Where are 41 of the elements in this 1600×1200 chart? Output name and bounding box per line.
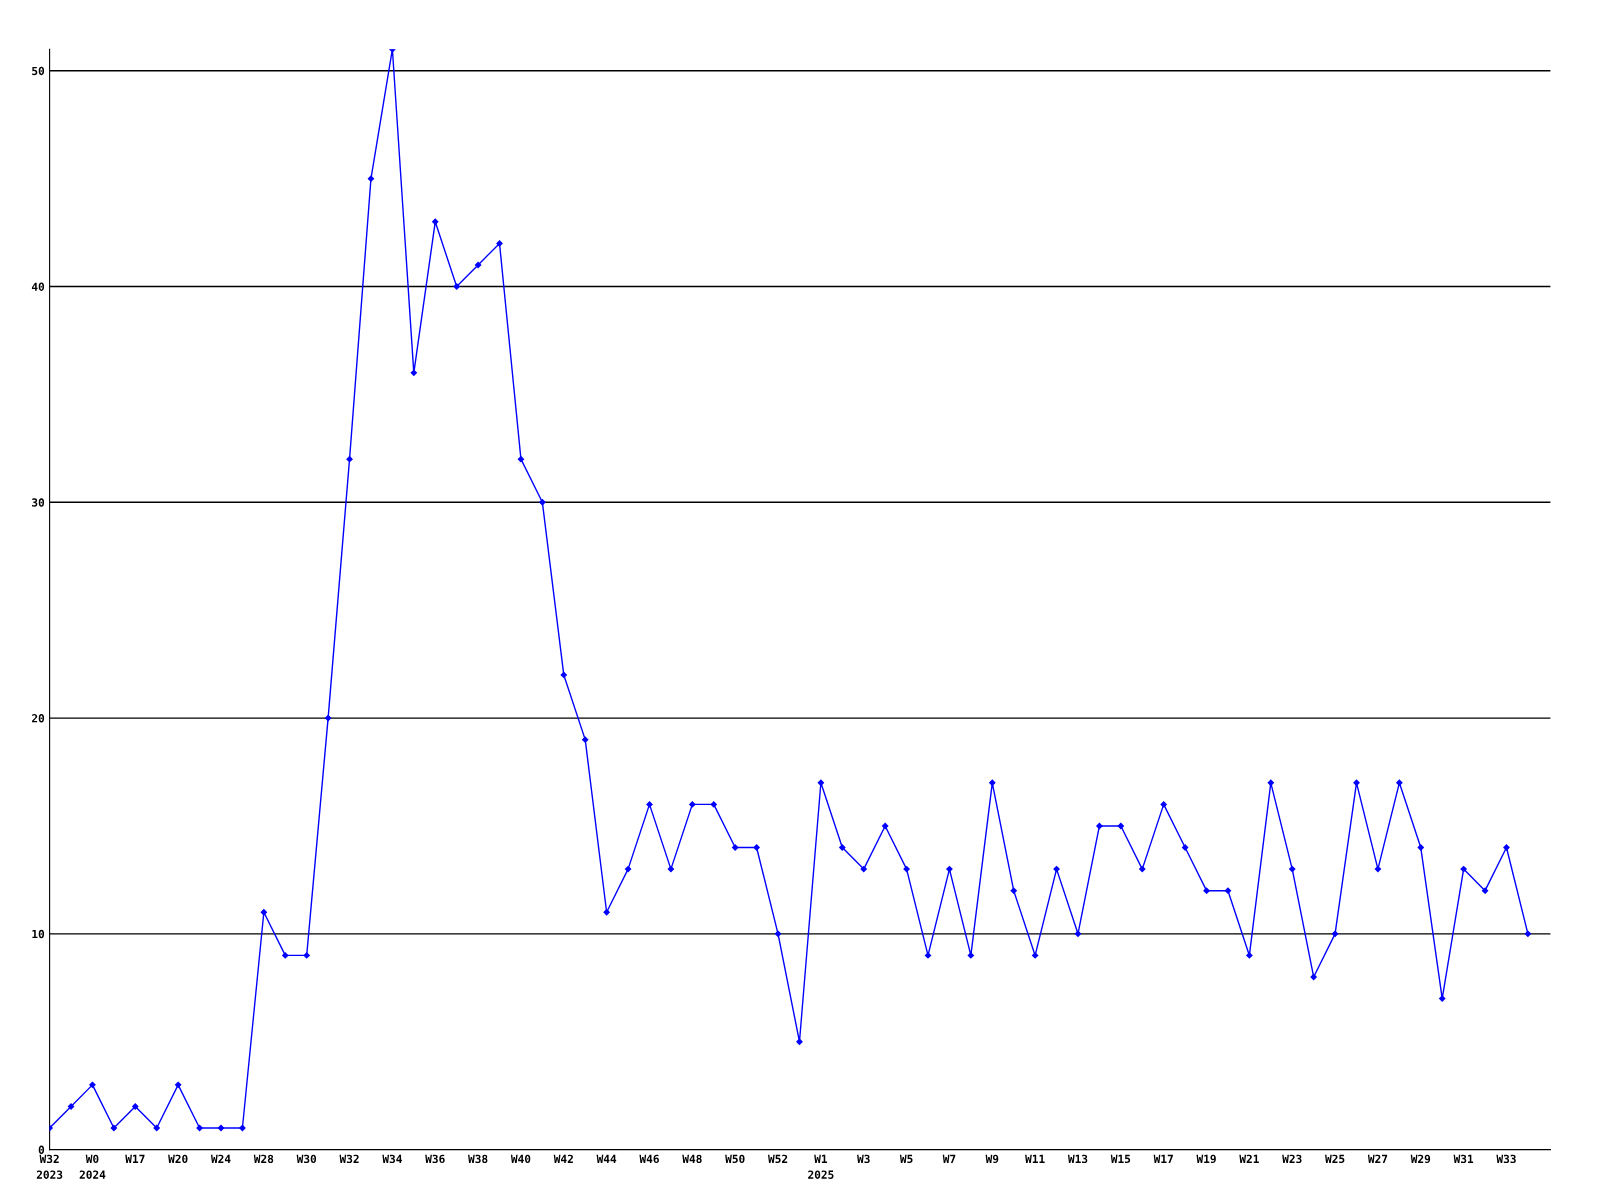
x-tick-label: W34	[382, 1154, 402, 1164]
x-tick-label: W23	[1282, 1154, 1302, 1164]
x-tick-label: W40	[510, 1154, 531, 1164]
x-tick-label: W52	[768, 1154, 788, 1164]
x-tick-label: W9	[985, 1154, 999, 1164]
x-tick-label: W21	[1239, 1154, 1259, 1163]
x-tick-label: W1 2025	[808, 1154, 834, 1179]
x-tick-label: W5	[899, 1154, 913, 1164]
x-tick-label: W28	[253, 1154, 274, 1164]
x-tick-label: W0 2024	[79, 1154, 106, 1179]
x-tick-label: W29	[1410, 1154, 1431, 1164]
y-tick-label: 40	[31, 282, 45, 291]
x-tick-label: W42	[553, 1154, 573, 1163]
x-tick-label: W30	[296, 1154, 317, 1164]
x-tick-label: W15	[1110, 1154, 1131, 1164]
x-tick-label: W32 2023	[36, 1154, 63, 1179]
x-tick-label: W32	[339, 1154, 359, 1164]
x-tick-label: W36	[425, 1154, 445, 1164]
x-tick-label: W31	[1453, 1154, 1474, 1164]
x-tick-label: W7	[942, 1154, 956, 1163]
x-tick-label: W48	[682, 1154, 702, 1164]
y-tick-label: 30	[32, 498, 45, 507]
y-tick-label: 0	[38, 1145, 45, 1154]
x-tick-label: W50	[725, 1154, 745, 1164]
y-tick-label: 20	[31, 714, 45, 723]
x-tick-label: W17	[125, 1154, 145, 1163]
x-tick-label: W44	[596, 1154, 617, 1163]
x-tick-label: W20	[168, 1154, 188, 1164]
x-tick-label: W13	[1067, 1154, 1088, 1164]
x-tick-label: W33	[1496, 1154, 1516, 1164]
x-tick-label: W3	[857, 1154, 870, 1164]
x-tick-label: W25	[1325, 1154, 1345, 1164]
x-tick-label: W46	[639, 1154, 659, 1164]
x-tick-label: W38	[468, 1154, 488, 1164]
y-tick-label: 10	[32, 929, 45, 939]
x-tick-label: W17	[1153, 1154, 1173, 1163]
x-tick-label: W11	[1025, 1154, 1045, 1163]
x-tick-label: W27	[1367, 1154, 1388, 1163]
x-tick-label: W19	[1196, 1154, 1216, 1164]
x-tick-label: W24	[210, 1154, 231, 1163]
y-tick-label: 50	[32, 66, 45, 76]
